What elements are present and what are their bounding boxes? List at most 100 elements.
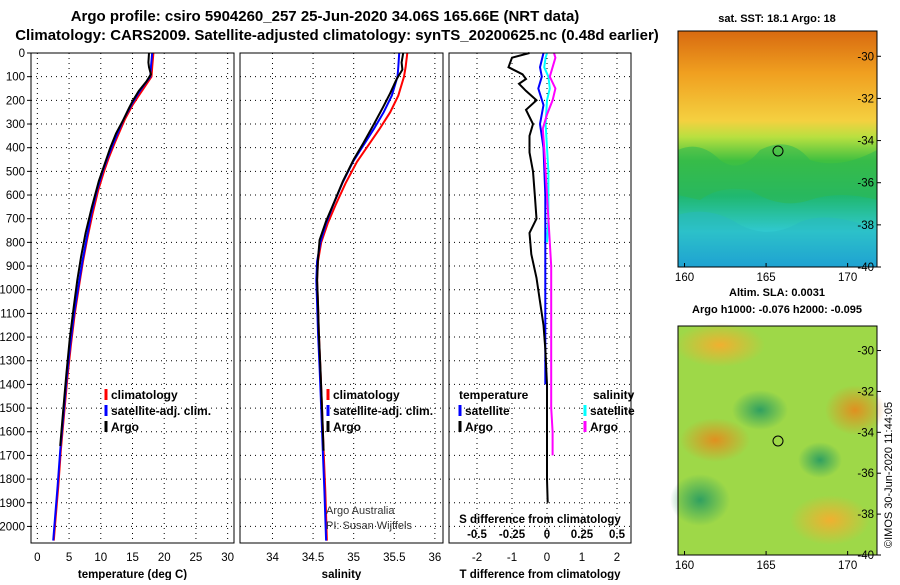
depth-tick-label: 100: [6, 72, 25, 84]
sla-map-eddy-d: [790, 495, 870, 545]
difference-xlabel: T difference from climatology: [459, 569, 621, 580]
salinity-annotation: Argo Australia: [326, 505, 395, 517]
temperature-series-argo: [59, 52, 152, 446]
sst-map-cool-band: [678, 211, 877, 267]
temperature-legend-label: satellite-adj. clim.: [111, 404, 211, 418]
salinity-annotation: PI: Susan Wijffels: [326, 520, 412, 532]
depth-tick-label: 0: [19, 48, 25, 60]
depth-tick-label: 1400: [0, 379, 25, 391]
depth-tick-label: 1100: [0, 308, 25, 320]
difference-series-temperature-argo: [507, 52, 549, 503]
difference-series-salinity-satellite: [543, 52, 551, 243]
sla-map-float-marker: [772, 435, 784, 447]
sst-map-frame: [677, 30, 878, 268]
difference-xtick-label: 0: [544, 552, 550, 564]
difference-legend-label: Argo: [465, 420, 493, 434]
sla-map-eddy-c: [680, 418, 750, 462]
salinity-series-satellite-adj-clim-: [315, 52, 401, 541]
salinity-xtick-label: 35: [347, 552, 360, 564]
difference-secondary-label: S difference from climatology: [459, 514, 621, 526]
depth-tick-label: 600: [6, 190, 25, 202]
difference-xtick-label: -1: [507, 552, 517, 564]
sla-map-frame: [677, 325, 878, 556]
depth-tick-label: 800: [6, 237, 25, 249]
sst-map-ytick-label: -38: [857, 220, 874, 232]
sla-map-ytick-label: -30: [857, 346, 874, 358]
depth-tick-label: 500: [6, 166, 25, 178]
sla-map-xtick-label: 170: [838, 560, 857, 572]
title-line-1: Argo profile: csiro 5904260_257 25-Jun-2…: [71, 8, 580, 25]
difference-series-temperature-satellite: [537, 52, 547, 385]
sst-map-xtick-label: 165: [756, 272, 775, 284]
difference-legend-label: satellite: [590, 404, 635, 418]
salinity-series-argo: [316, 52, 405, 451]
sla-map-eddy-e: [732, 390, 788, 430]
depth-tick-label: 2000: [0, 521, 25, 533]
difference-panel: -2 -1 0 1 2 T difference from climatology temp…: [448, 52, 635, 581]
difference-legend-title-t: temperature: [459, 388, 529, 402]
temperature-xtick-label: 0: [34, 552, 40, 564]
difference-legend-label: Argo: [590, 420, 618, 434]
difference-legend-title-s: salinity: [593, 388, 635, 402]
temperature-legend-label: climatology: [111, 388, 178, 402]
depth-tick-label: 700: [6, 214, 25, 226]
temperature-xtick-label: 20: [158, 552, 171, 564]
salinity-xtick-label: 35.5: [383, 552, 405, 564]
sla-map-ytick-label: -34: [857, 427, 874, 439]
difference-secondary-tick-label: 0.5: [609, 529, 626, 541]
temperature-panel: 0100200300400500600700800900100011001200…: [0, 48, 235, 581]
temperature-xtick-label: 30: [221, 552, 234, 564]
sla-map-title-1: Altim. SLA: 0.0031: [729, 287, 825, 299]
difference-series-salinity-argo: [541, 52, 557, 456]
sla-map-ytick-label: -38: [857, 509, 874, 521]
sla-map-eddy-a: [675, 323, 765, 367]
difference-frame: [448, 52, 632, 544]
depth-tick-label: 1500: [0, 403, 25, 415]
sst-map-ytick-label: -34: [857, 136, 874, 148]
sst-map-xtick-label: 160: [675, 272, 694, 284]
depth-tick-label: 400: [6, 143, 25, 155]
imos-credit: ©IMOS 30-Jun-2020 11:44:05: [883, 402, 895, 548]
sla-map-xtick-label: 160: [675, 560, 694, 572]
salinity-xtick-label: 34.5: [302, 552, 324, 564]
difference-xtick-label: 2: [614, 552, 620, 564]
depth-tick-label: 1600: [0, 427, 25, 439]
difference-secondary-tick-label: 0: [544, 529, 550, 541]
salinity-xtick-label: 36: [428, 552, 441, 564]
salinity-series-climatology: [316, 52, 409, 541]
difference-legend-label: satellite: [465, 404, 510, 418]
difference-secondary-tick-label: -0.25: [499, 529, 526, 541]
sst-map-ytick-label: -32: [857, 93, 874, 105]
salinity-frame: [239, 52, 444, 544]
sla-map-ytick-label: -36: [857, 468, 874, 480]
temperature-xtick-label: 15: [126, 552, 139, 564]
temperature-xtick-label: 5: [66, 552, 72, 564]
temperature-frame: [30, 52, 235, 544]
temperature-xtick-label: 25: [190, 552, 203, 564]
sst-map: sat. SST: 18.1 Argo: 18 160 165 170 -30 -32 -…: [675, 13, 881, 284]
temperature-series-satellite-adj-clim-: [52, 52, 154, 541]
sla-map-eddy-f: [670, 474, 730, 526]
depth-tick-label: 1700: [0, 450, 25, 462]
sla-map-eddy-b: [825, 385, 885, 435]
difference-secondary-tick-label: 0.25: [571, 529, 594, 541]
temperature-xtick-label: 10: [94, 552, 107, 564]
sla-map-ytick-label: -40: [857, 550, 874, 562]
sst-map-float-marker: [772, 145, 784, 157]
salinity-xlabel: salinity: [322, 569, 362, 580]
sst-map-ytick-label: -36: [857, 178, 874, 190]
salinity-legend-label: satellite-adj. clim.: [333, 404, 433, 418]
salinity-legend-label: climatology: [333, 388, 400, 402]
sla-map-eddy-g: [798, 442, 842, 478]
difference-xtick-label: -2: [472, 552, 482, 564]
temperature-series-climatology: [52, 52, 155, 541]
depth-tick-label: 1900: [0, 498, 25, 510]
depth-tick-label: 300: [6, 119, 25, 131]
depth-tick-label: 1300: [0, 356, 25, 368]
sst-map-xtick-label: 170: [838, 272, 857, 284]
sst-map-ytick-label: -40: [857, 262, 874, 274]
temperature-legend-label: Argo: [111, 420, 139, 434]
salinity-legend-label: Argo: [333, 420, 361, 434]
difference-xtick-label: 1: [579, 552, 585, 564]
